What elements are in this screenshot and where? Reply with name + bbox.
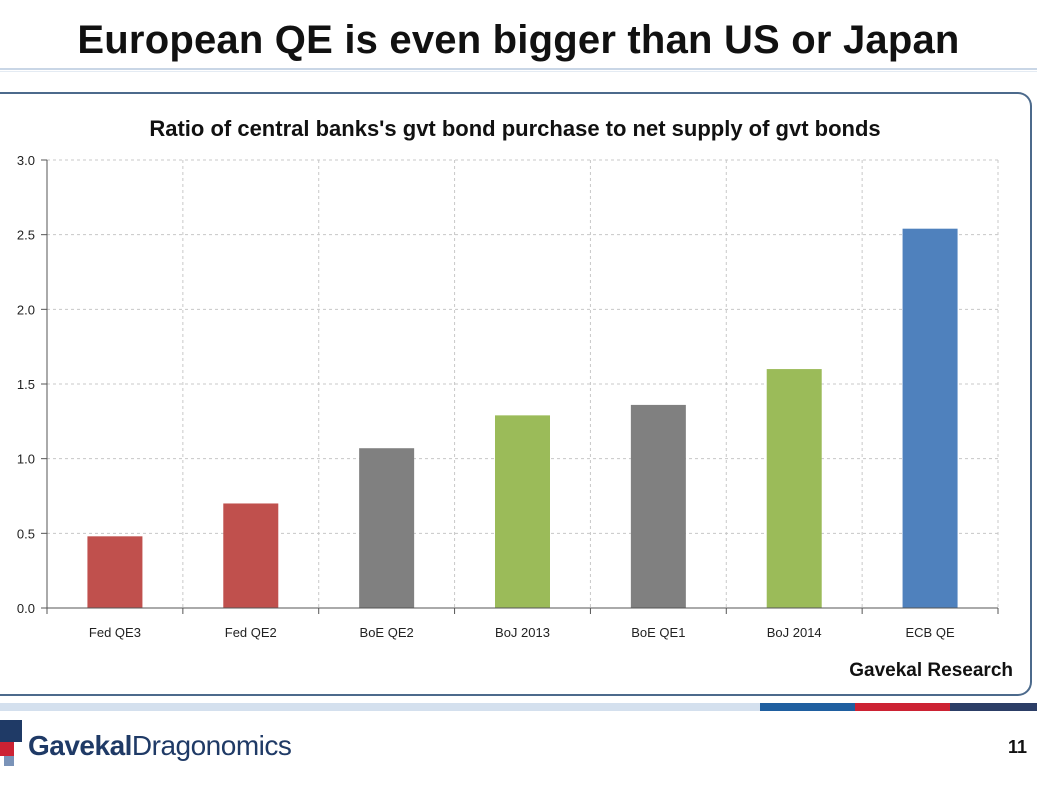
y-tick-label: 0.5 [17, 526, 35, 541]
x-tick-label: BoJ 2013 [495, 625, 550, 640]
y-tick-label: 2.0 [17, 302, 35, 317]
footer-accent-red [855, 703, 950, 711]
bar [495, 415, 550, 608]
bar-chart: Ratio of central banks's gvt bond purcha… [17, 116, 999, 640]
bar [223, 503, 279, 608]
source-label: Gavekal Research [849, 660, 1013, 681]
y-tick-label: 2.5 [17, 228, 35, 243]
bar [766, 369, 822, 608]
title-underline [0, 68, 1037, 70]
y-tick-label: 1.0 [17, 452, 35, 467]
chart-title: Ratio of central banks's gvt bond purcha… [149, 116, 880, 141]
footer-accent-blue [760, 703, 855, 711]
tick-labels: 0.0 0.5 1.0 1.5 2.0 2.5 3.0 Fed QE3 Fed QE2 BoE Q… [17, 153, 955, 640]
y-tick-label: 3.0 [17, 153, 35, 168]
footer-accent-navy [950, 703, 1037, 711]
title-underline-light [0, 71, 1037, 72]
logo-text-bold: Gavekal [28, 730, 132, 761]
logo-text-regular: Dragonomics [131, 730, 292, 761]
slide-title: European QE is even bigger than US or Ja… [77, 18, 960, 62]
grid-lines [47, 159, 999, 608]
company-logo-text: GavekalDragonomics [28, 730, 292, 762]
axes [41, 159, 999, 614]
x-tick-label: BoJ 2014 [767, 625, 822, 640]
bar [87, 536, 143, 608]
x-tick-label: Fed QE2 [225, 625, 277, 640]
bar [630, 404, 686, 608]
x-tick-label: BoE QE2 [360, 625, 414, 640]
x-tick-label: Fed QE3 [89, 625, 141, 640]
y-tick-label: 0.0 [17, 601, 35, 616]
footer-rule [0, 703, 760, 711]
x-tick-label: ECB QE [906, 625, 955, 640]
page-number: 11 [1007, 737, 1027, 757]
x-tick-label: BoE QE1 [631, 625, 685, 640]
bar [902, 228, 958, 608]
bar [359, 448, 415, 608]
bars [87, 228, 958, 608]
gavekal-logo-icon [0, 720, 22, 766]
y-tick-label: 1.5 [17, 377, 35, 392]
